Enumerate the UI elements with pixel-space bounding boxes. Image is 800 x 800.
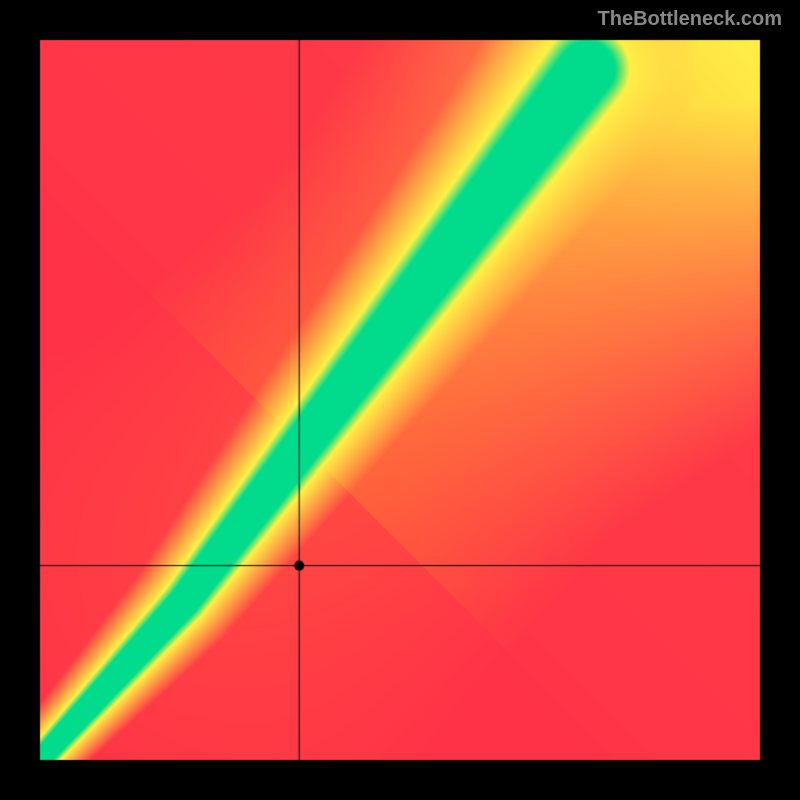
- chart-container: TheBottleneck.com: [0, 0, 800, 800]
- watermark-text: TheBottleneck.com: [598, 8, 782, 31]
- heatmap-canvas: [0, 0, 800, 800]
